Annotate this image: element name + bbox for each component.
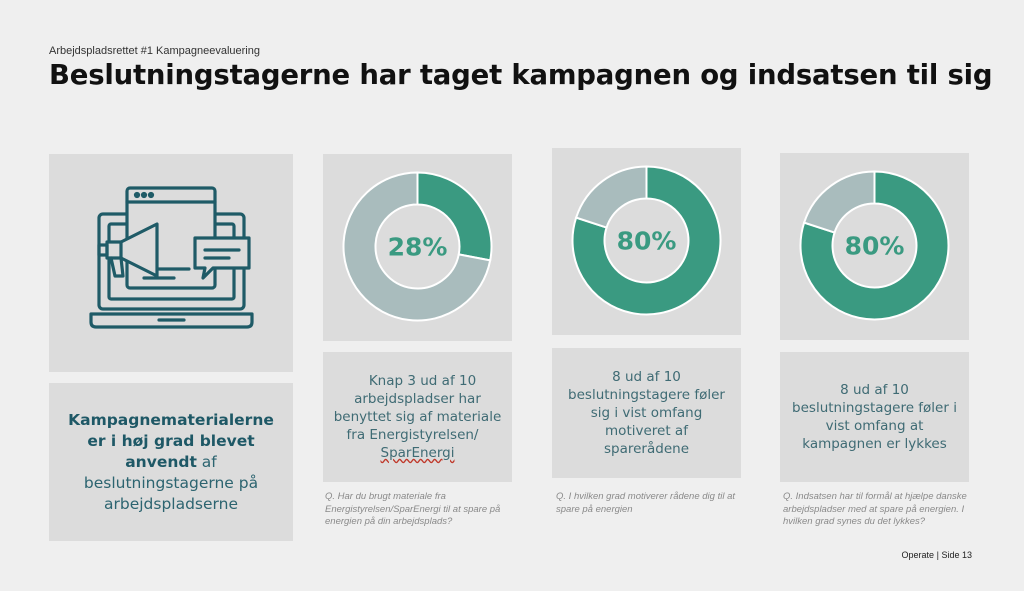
description-text-1: Knap 3 ud af 10 arbejdspladser har benyt…: [333, 373, 502, 443]
donut-center-label-2: 80%: [617, 227, 677, 256]
donut-chart-1: 28%: [323, 154, 512, 341]
donut-chart-3: 80%: [780, 153, 969, 340]
footer-page-number: 13: [961, 550, 972, 560]
donut-slice-3-1: [799, 170, 950, 321]
donut-center-label-3: 80%: [845, 232, 905, 261]
donut-slice-2-1: [571, 165, 722, 316]
footer-page-label: Side: [941, 550, 960, 560]
footer: Operate | Side 13: [902, 550, 972, 560]
donut-center-label-1: 28%: [388, 233, 448, 262]
key-finding-bold: Kampagnematerialerne er i høj grad bleve…: [68, 410, 274, 471]
donut-svg-2: 80%: [571, 165, 722, 316]
donut-slice-3-2: [802, 170, 876, 234]
description-text-2: 8 ud af 10 beslutningstagere føler sig i…: [568, 369, 725, 457]
question-text-1: Q. Har du brugt materiale fra Energistyr…: [325, 491, 501, 527]
key-finding-text: Kampagnematerialerne er i høj grad bleve…: [49, 410, 293, 515]
donut-svg-1: 28%: [342, 171, 493, 322]
description-panel-1: Knap 3 ud af 10 arbejdspladser har benyt…: [323, 352, 512, 482]
footer-brand: Operate: [901, 550, 935, 560]
key-finding-rest: af beslutningstagerne på arbejdspladsern…: [83, 452, 259, 513]
laptop-megaphone-icon: [89, 186, 254, 329]
slide-subtitle: Arbejdspladsrettet #1 Kampagneevaluering: [49, 45, 260, 57]
question-text-2: Q. I hvilken grad motiverer rådene dig t…: [556, 491, 736, 515]
icon-panel: [49, 154, 293, 372]
slide-title: Beslutningstagerne har taget kampagnen o…: [49, 59, 993, 91]
description-text-3: 8 ud af 10 beslutningstagere føler i vis…: [792, 382, 957, 452]
donut-svg-3: 80%: [799, 170, 950, 321]
footer-separator: |: [936, 550, 939, 560]
question-text-3: Q. Indsatsen har til formål at hjælpe da…: [783, 491, 967, 527]
donut-slice-2-2: [574, 165, 648, 229]
donut-slice-1-2: [342, 171, 492, 322]
description-text-1b: SparEnergi: [380, 445, 455, 461]
donut-slice-1-1: [416, 171, 493, 262]
key-finding-panel: Kampagnematerialerne er i høj grad bleve…: [49, 383, 293, 541]
donut-chart-2: 80%: [552, 148, 741, 335]
description-panel-3: 8 ud af 10 beslutningstagere føler i vis…: [780, 352, 969, 482]
description-panel-2: 8 ud af 10 beslutningstagere føler sig i…: [552, 348, 741, 478]
